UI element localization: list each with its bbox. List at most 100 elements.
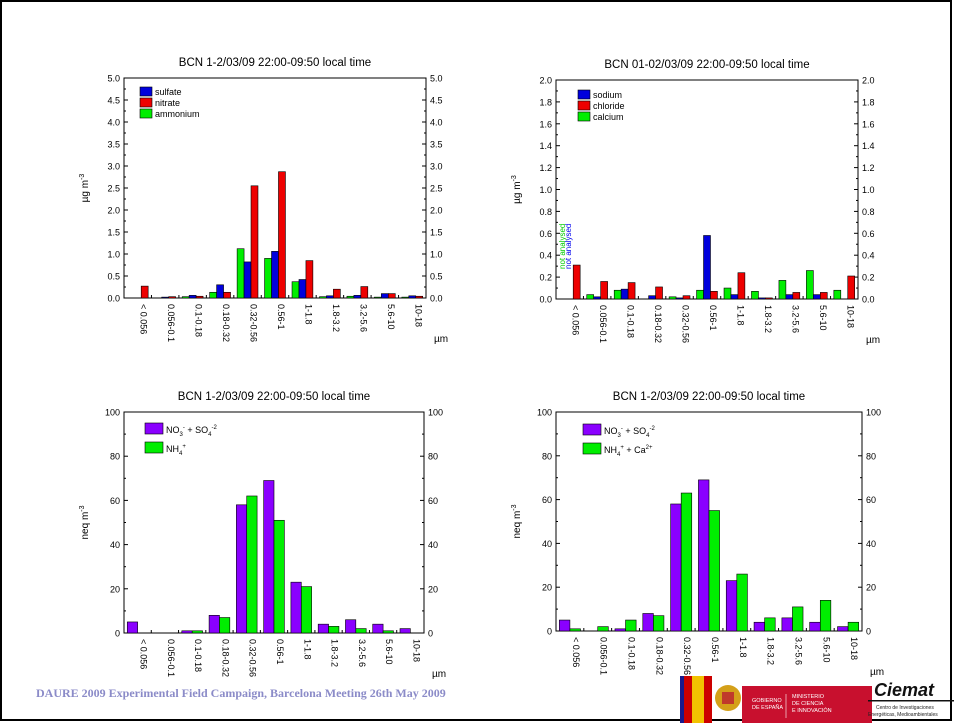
sponsor-logos: GOBIERNO DE ESPAÑA MINISTERIO DE CIENCIA… <box>680 676 954 723</box>
bar <box>191 630 203 634</box>
x-tick-label: 0.32-0.56 <box>249 304 259 342</box>
bar <box>195 295 204 299</box>
x-tick-label: 1-1.8 <box>302 639 312 660</box>
x-tick-label: 10-18 <box>413 304 423 327</box>
x-tick-label: < 0.056 <box>571 637 581 667</box>
y-tick-label-left: 0.8 <box>539 207 552 217</box>
bar <box>243 261 252 299</box>
bar <box>374 296 382 299</box>
y-tick-label-left: 2.0 <box>107 206 120 216</box>
y-tick-label-left: 0.4 <box>539 251 552 261</box>
y-tick-label-right: 0 <box>866 627 871 637</box>
bar <box>613 289 622 300</box>
bar <box>559 619 571 632</box>
bar <box>333 288 341 299</box>
bar <box>326 295 334 299</box>
legend-swatch <box>577 89 591 100</box>
bar <box>648 295 656 300</box>
y-tick-label-left: 60 <box>110 496 120 506</box>
y-tick-label-left: 0.0 <box>107 294 120 304</box>
bar <box>140 285 149 299</box>
legend-swatch <box>139 108 153 119</box>
chart-title: BCN 1-2/03/09 22:00-09:50 local time <box>613 391 805 403</box>
bar <box>209 291 217 299</box>
y-tick-label-left: 80 <box>542 451 552 461</box>
x-tick-label: 1-1.8 <box>738 637 748 658</box>
legend-label: NO3- + SO4-2 <box>604 426 655 439</box>
bar <box>837 626 849 632</box>
y-tick-label-left: 4.5 <box>107 96 120 106</box>
bar <box>263 480 275 634</box>
y-tick-label-right: 100 <box>866 408 881 418</box>
x-tick-label: 0.1-0.18 <box>194 304 204 337</box>
bar <box>319 296 327 299</box>
y-tick-label-right: 20 <box>428 584 438 594</box>
legend-label: calcium <box>593 112 624 122</box>
bar <box>792 606 804 632</box>
x-axis-label: µm <box>434 334 448 345</box>
bar <box>675 297 684 300</box>
bar <box>600 281 608 300</box>
x-tick-label: 1.8-3.2 <box>763 305 773 333</box>
bar <box>813 294 821 300</box>
x-tick-label: 1-1.8 <box>303 304 313 325</box>
y-tick-label-left: 40 <box>542 539 552 549</box>
y-tick-label-left: 1.0 <box>107 250 120 260</box>
x-tick-label: 0.1-0.18 <box>626 305 636 338</box>
chart-panel-3: BCN 1-2/03/09 22:00-09:50 local time 0 0 20… <box>79 391 446 680</box>
bar <box>806 270 814 300</box>
y-tick-label-left: 1.5 <box>107 228 120 238</box>
bar <box>792 292 801 300</box>
y-tick-label-left: 20 <box>110 584 120 594</box>
y-tick-label-right: 2.0 <box>862 76 875 86</box>
bar <box>696 289 704 300</box>
chart-title: BCN 01-02/03/09 22:00-09:50 local time <box>604 59 809 71</box>
flag-stripe-yellow <box>692 676 704 723</box>
bar <box>345 619 357 634</box>
bar <box>620 288 629 300</box>
legend-swatch <box>144 441 164 454</box>
y-tick-label-left: 4.0 <box>107 118 120 128</box>
x-tick-label: 0.18-0.32 <box>653 305 663 343</box>
ministry-line2: DE CIENCIA <box>792 701 824 707</box>
bar <box>655 286 663 300</box>
x-tick-label: 10-18 <box>845 305 855 328</box>
x-tick-label: 0.56-1 <box>275 639 285 665</box>
y-tick-label-left: 0.0 <box>539 295 552 305</box>
bar <box>668 296 677 300</box>
bar <box>593 296 601 300</box>
y-tick-label-right: 2.0 <box>430 206 443 216</box>
bar <box>273 519 285 634</box>
bar <box>785 294 794 300</box>
bar <box>399 628 411 634</box>
legend-label: NO3- + SO4-2 <box>166 425 217 438</box>
bar <box>778 280 787 300</box>
x-tick-label: 0.32-0.56 <box>681 305 691 343</box>
bar <box>614 628 626 632</box>
x-tick-label: 1.8-3.2 <box>766 637 776 665</box>
bar <box>819 600 832 632</box>
bar <box>572 264 581 300</box>
y-tick-label-right: 1.4 <box>862 141 875 151</box>
not-analysed-annotation: not analysed <box>558 224 567 269</box>
y-axis-label: neq m-3 <box>79 505 91 539</box>
bar <box>381 293 389 299</box>
y-tick-label-right: 60 <box>866 495 876 505</box>
x-tick-label: 5.6-10 <box>821 637 831 663</box>
gov-line2: DE ESPAÑA <box>752 704 783 711</box>
legend-label: NH4+ + Ca2+ <box>604 445 653 458</box>
bar <box>586 294 595 300</box>
x-axis-label: µm <box>870 667 884 678</box>
bar <box>698 479 710 632</box>
bar <box>401 296 410 299</box>
x-tick-label: < 0.056 <box>139 639 149 669</box>
bar <box>847 275 856 300</box>
legend-swatch <box>139 86 153 97</box>
y-tick-label-left: 60 <box>542 495 552 505</box>
x-tick-label: 0.056-0.1 <box>598 305 608 343</box>
y-tick-label-right: 3.5 <box>430 140 443 150</box>
y-tick-label-right: 40 <box>866 539 876 549</box>
legend-label: nitrate <box>155 98 180 108</box>
x-tick-label: 0.056-0.1 <box>599 637 609 675</box>
